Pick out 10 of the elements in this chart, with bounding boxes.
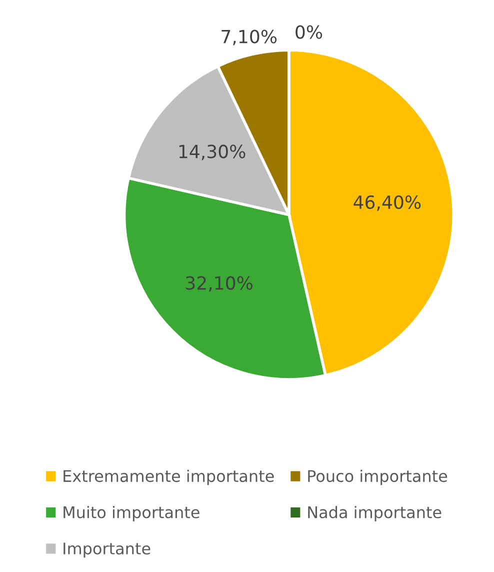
data-label: 14,30% — [179, 144, 246, 160]
legend-label: Extremamente importante — [64, 470, 274, 486]
text: 0% — [296, 25, 322, 39]
data-label: 7,10% — [222, 30, 277, 46]
legend-label: Pouco importante — [308, 470, 448, 486]
data-label: 32,10% — [186, 276, 252, 292]
legend-label: Nada importante — [308, 506, 442, 522]
data-label: 46,40% — [354, 195, 421, 211]
legend-label: Muito importante — [64, 506, 200, 522]
legend-label: Importante — [64, 542, 150, 558]
